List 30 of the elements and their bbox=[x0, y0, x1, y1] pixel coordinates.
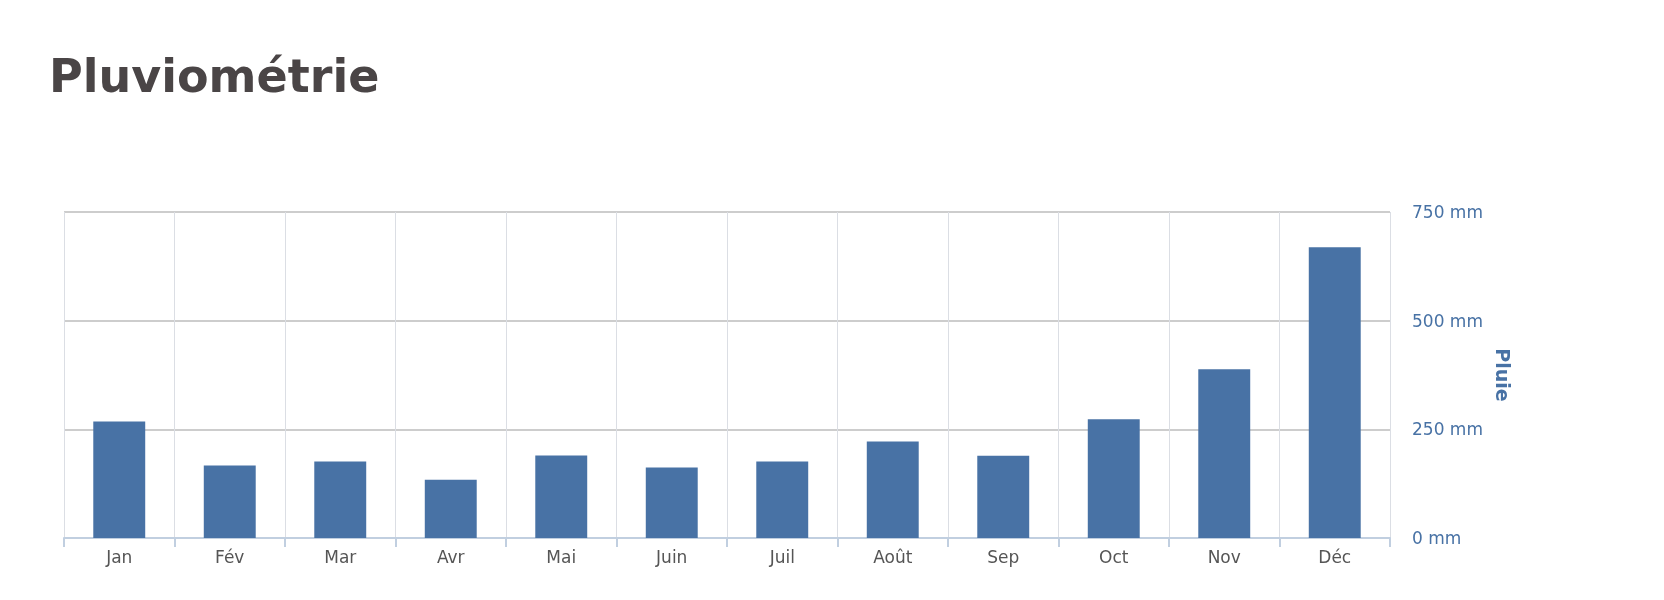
bar bbox=[314, 461, 367, 538]
y2-tick-label: 500 mm bbox=[1412, 310, 1483, 331]
x-tick-label: Nov bbox=[1207, 546, 1241, 567]
y2-tick-label: 0 mm bbox=[1412, 528, 1462, 548]
bar bbox=[866, 441, 919, 538]
bar bbox=[756, 461, 809, 538]
bar bbox=[977, 455, 1030, 538]
x-tick-label: Déc bbox=[1318, 546, 1352, 567]
bar bbox=[203, 465, 256, 538]
x-tick-label: Avr bbox=[436, 546, 465, 567]
y2-tick-label: 250 mm bbox=[1412, 419, 1483, 440]
chart-title: Pluviométrie bbox=[49, 49, 380, 103]
bar bbox=[1087, 419, 1140, 538]
y2-tick-label: 750 mm bbox=[1412, 202, 1483, 222]
y2-axis-title: Pluie bbox=[1492, 348, 1515, 402]
x-tick-label: Oct bbox=[1099, 546, 1129, 567]
x-tick-label: Mar bbox=[324, 546, 357, 567]
bar bbox=[424, 479, 477, 538]
bar bbox=[1198, 369, 1251, 538]
x-tick-label: Juil bbox=[768, 546, 795, 567]
bar bbox=[1308, 247, 1361, 538]
bar bbox=[535, 455, 588, 538]
x-tick-label: Juin bbox=[655, 546, 688, 567]
x-tick-label: Jan bbox=[105, 546, 133, 567]
x-tick-label: Mai bbox=[546, 546, 577, 567]
x-tick-label: Sep bbox=[987, 546, 1020, 567]
bar bbox=[93, 421, 146, 538]
x-tick-label: Fév bbox=[215, 546, 245, 567]
x-tick-label: Août bbox=[873, 546, 913, 567]
bar bbox=[645, 467, 698, 538]
